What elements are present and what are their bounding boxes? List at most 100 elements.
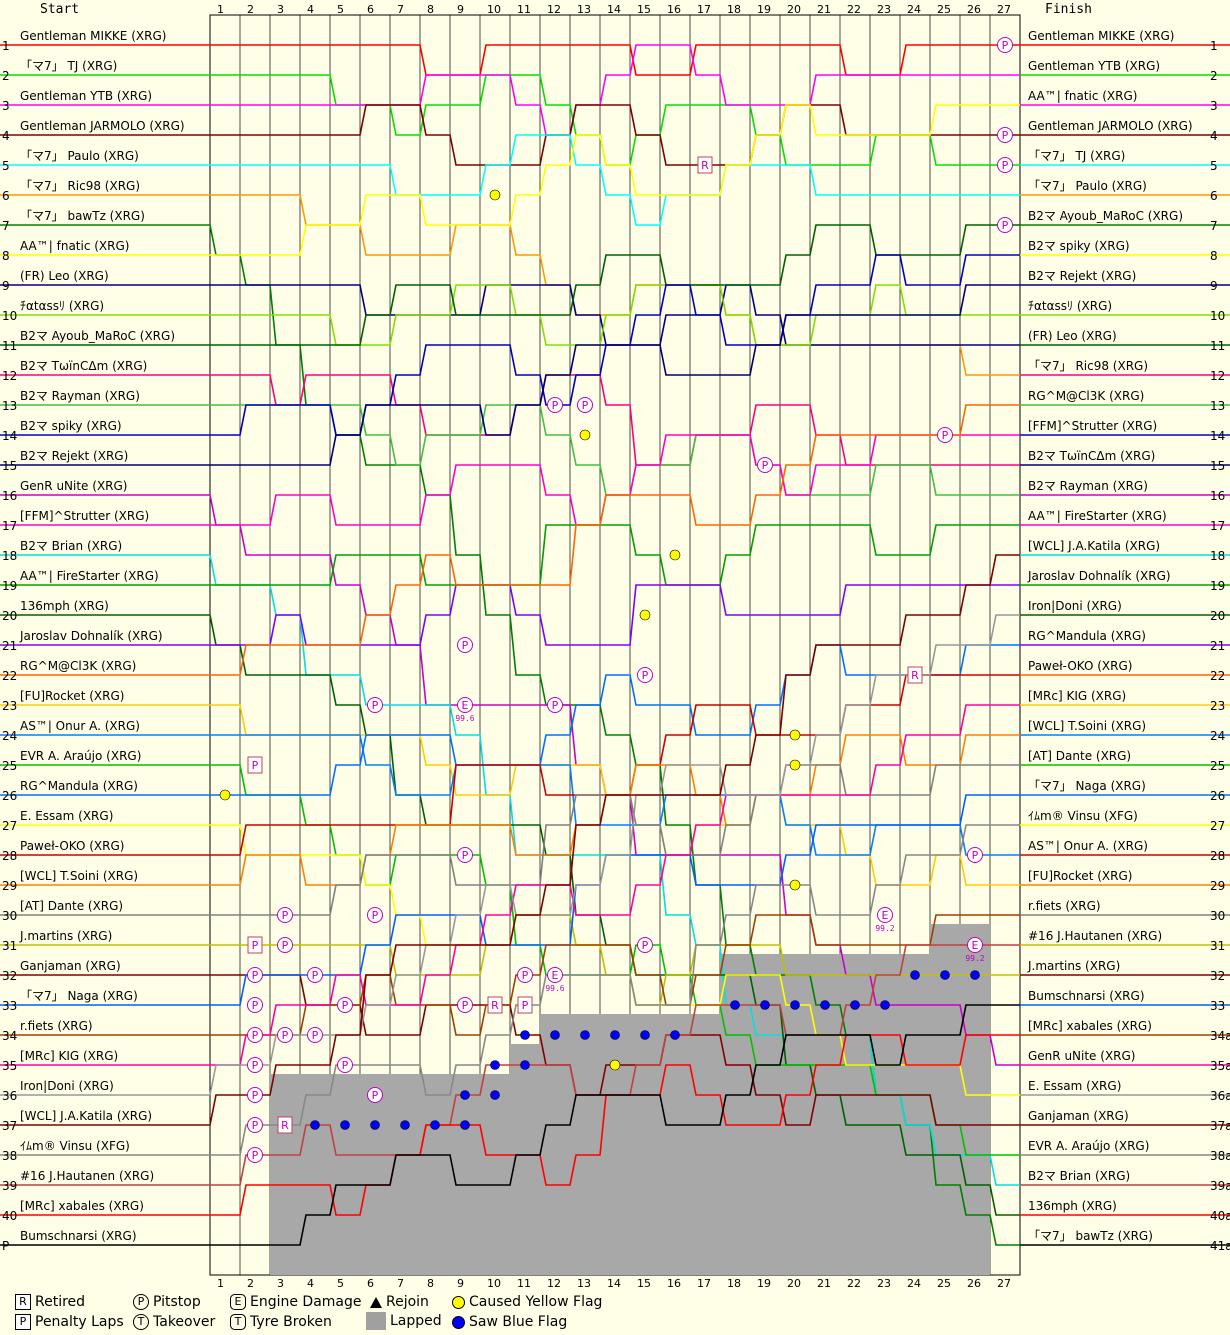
retired-marker [697,156,713,174]
start-driver-name: AA™| FireStarter (XRG) [20,569,159,583]
start-driver-name: [WCL] T.Soini (XRG) [20,869,138,883]
yellow-flag-dot [789,729,801,741]
finish-driver-name: Gentleman JARMOLO (XRG) [1028,119,1193,133]
blue-flag-dot [760,1000,770,1010]
blue-flag-dot [550,1030,560,1040]
lap-label-bottom: 22 [847,1277,861,1290]
legend-label: Lapped [390,1313,442,1329]
pitstop-marker [547,697,563,713]
start-position-number: 11 [2,339,17,353]
pitstop-marker-symbol: P [282,1029,289,1042]
start-driver-name: [MRc] xabales (XRG) [20,1199,144,1213]
finish-position-number: 10 [1210,309,1225,323]
blue-flag-dot [910,970,920,980]
penalty-marker [247,756,263,774]
finish-position-number: 33 [1210,999,1225,1013]
driver-line [210,284,1020,466]
finish-driver-name: AA™| FireStarter (XRG) [1028,509,1167,523]
start-driver-name: Jaroslav Dohnalík (XRG) [19,629,163,643]
finish-driver-name: (FR) Leo (XRG) [1028,329,1117,343]
pitstop-marker [277,937,293,953]
legend-item-penalty: P Penalty Laps [15,1314,124,1330]
blue-flag-dot [430,1120,440,1130]
start-position-number: 22 [2,669,17,683]
blue-flag-dot [460,1090,470,1100]
blue-flag-dot [370,1120,380,1130]
start-position-number: 39 [2,1179,17,1193]
finish-driver-name: B2マ spiky (XRG) [1028,239,1130,253]
lap-label-bottom: 15 [637,1277,651,1290]
lap-label-bottom: 19 [757,1277,771,1290]
lap-label-bottom: 2 [247,1277,254,1290]
lap-label-top: 8 [427,3,434,16]
finish-driver-name: 「マ7」 Ric98 (XRG) [1028,359,1148,373]
engine-marker-symbol: E [462,699,469,712]
blue-flag-dot [490,1090,500,1100]
finish-position-number: 37a [1210,1119,1230,1133]
start-position-number: 2 [2,69,10,83]
start-driver-name: Iron|Doni (XRG) [20,1079,114,1093]
driver-line [210,704,1020,1066]
lap-label-top: 16 [667,3,681,16]
start-position-number: 19 [2,579,17,593]
pitstop-marker [307,967,323,983]
finish-position-number: 41a [1210,1239,1230,1253]
lapped-block [420,1074,450,1275]
lap-label-top: 23 [877,3,891,16]
finish-driver-name: Bumschnarsi (XRG) [1028,989,1145,1003]
finish-position-number: 22 [1210,669,1225,683]
pitstop-marker [277,907,293,923]
lap-label-bottom: 10 [487,1277,501,1290]
pitstop-marker [247,1117,263,1133]
pitstop-marker-symbol: P [252,1089,259,1102]
finish-position-number: 18 [1210,549,1225,563]
start-driver-name: [FU]Rocket (XRG) [20,689,124,703]
start-driver-name: B2マ Brian (XRG) [20,539,122,553]
pitstop-marker-symbol: P [1002,219,1009,232]
blue-flag-dot [970,970,980,980]
retired-marker-symbol: R [281,1119,289,1132]
pitstop-marker-symbol: P [462,999,469,1012]
lap-label-bottom: 27 [997,1277,1011,1290]
pitstop-marker-symbol: P [282,939,289,952]
lap-label-top: 18 [727,3,741,16]
finish-driver-name: [MRc] xabales (XRG) [1028,1019,1152,1033]
pitstop-marker [637,937,653,953]
finish-driver-name: Ganjaman (XRG) [1028,1109,1129,1123]
lap-label-bottom: 17 [697,1277,711,1290]
finish-position-number: 14 [1210,429,1225,443]
start-position-number: 6 [2,189,10,203]
lap-label-top: 17 [697,3,711,16]
lap-label-top: 14 [607,3,621,16]
finish-driver-name: [MRc] KIG (XRG) [1028,689,1126,703]
driver-line [210,404,1020,676]
pitstop-marker [247,1057,263,1073]
pitstop-marker-symbol: P [342,999,349,1012]
finish-driver-name: GenR uNite (XRG) [1028,1049,1135,1063]
event-markers: P P P P R R R R P P P P P P P P P P P P P P P P P P P P P P P P P P P P P P P P… [219,37,1013,1163]
start-position-number: 21 [2,639,17,653]
pitstop-marker [367,697,383,713]
finish-position-number: 20 [1210,609,1225,623]
retired-marker-symbol: R [491,999,499,1012]
pitstop-marker-symbol: P [1002,159,1009,172]
legend-label: Penalty Laps [35,1314,124,1330]
finish-driver-name: Jaroslav Dohnalík (XRG) [1027,569,1171,583]
finish-driver-name: AA™| fnatic (XRG) [1028,89,1137,103]
lapped-block [930,924,960,1275]
start-driver-name: Bumschnarsi (XRG) [20,1229,137,1243]
engine-marker-symbol: E [552,969,559,982]
blue-flag-dot [490,1060,500,1070]
pitstop-marker [997,217,1013,233]
finish-driver-name: [WCL] T.Soini (XRG) [1028,719,1146,733]
lap-label-bottom: 8 [427,1277,434,1290]
driver-line [210,914,1020,1036]
lap-label-bottom: 12 [547,1277,561,1290]
start-position-number: 17 [2,519,17,533]
start-position-number: 15 [2,459,17,473]
finish-position-number: 19 [1210,579,1225,593]
lap-label-top: 19 [757,3,771,16]
pitstop-marker-symbol: P [462,639,469,652]
start-driver-name: r.fiets (XRG) [20,1019,93,1033]
finish-driver-name: RG^Mandula (XRG) [1028,629,1146,643]
